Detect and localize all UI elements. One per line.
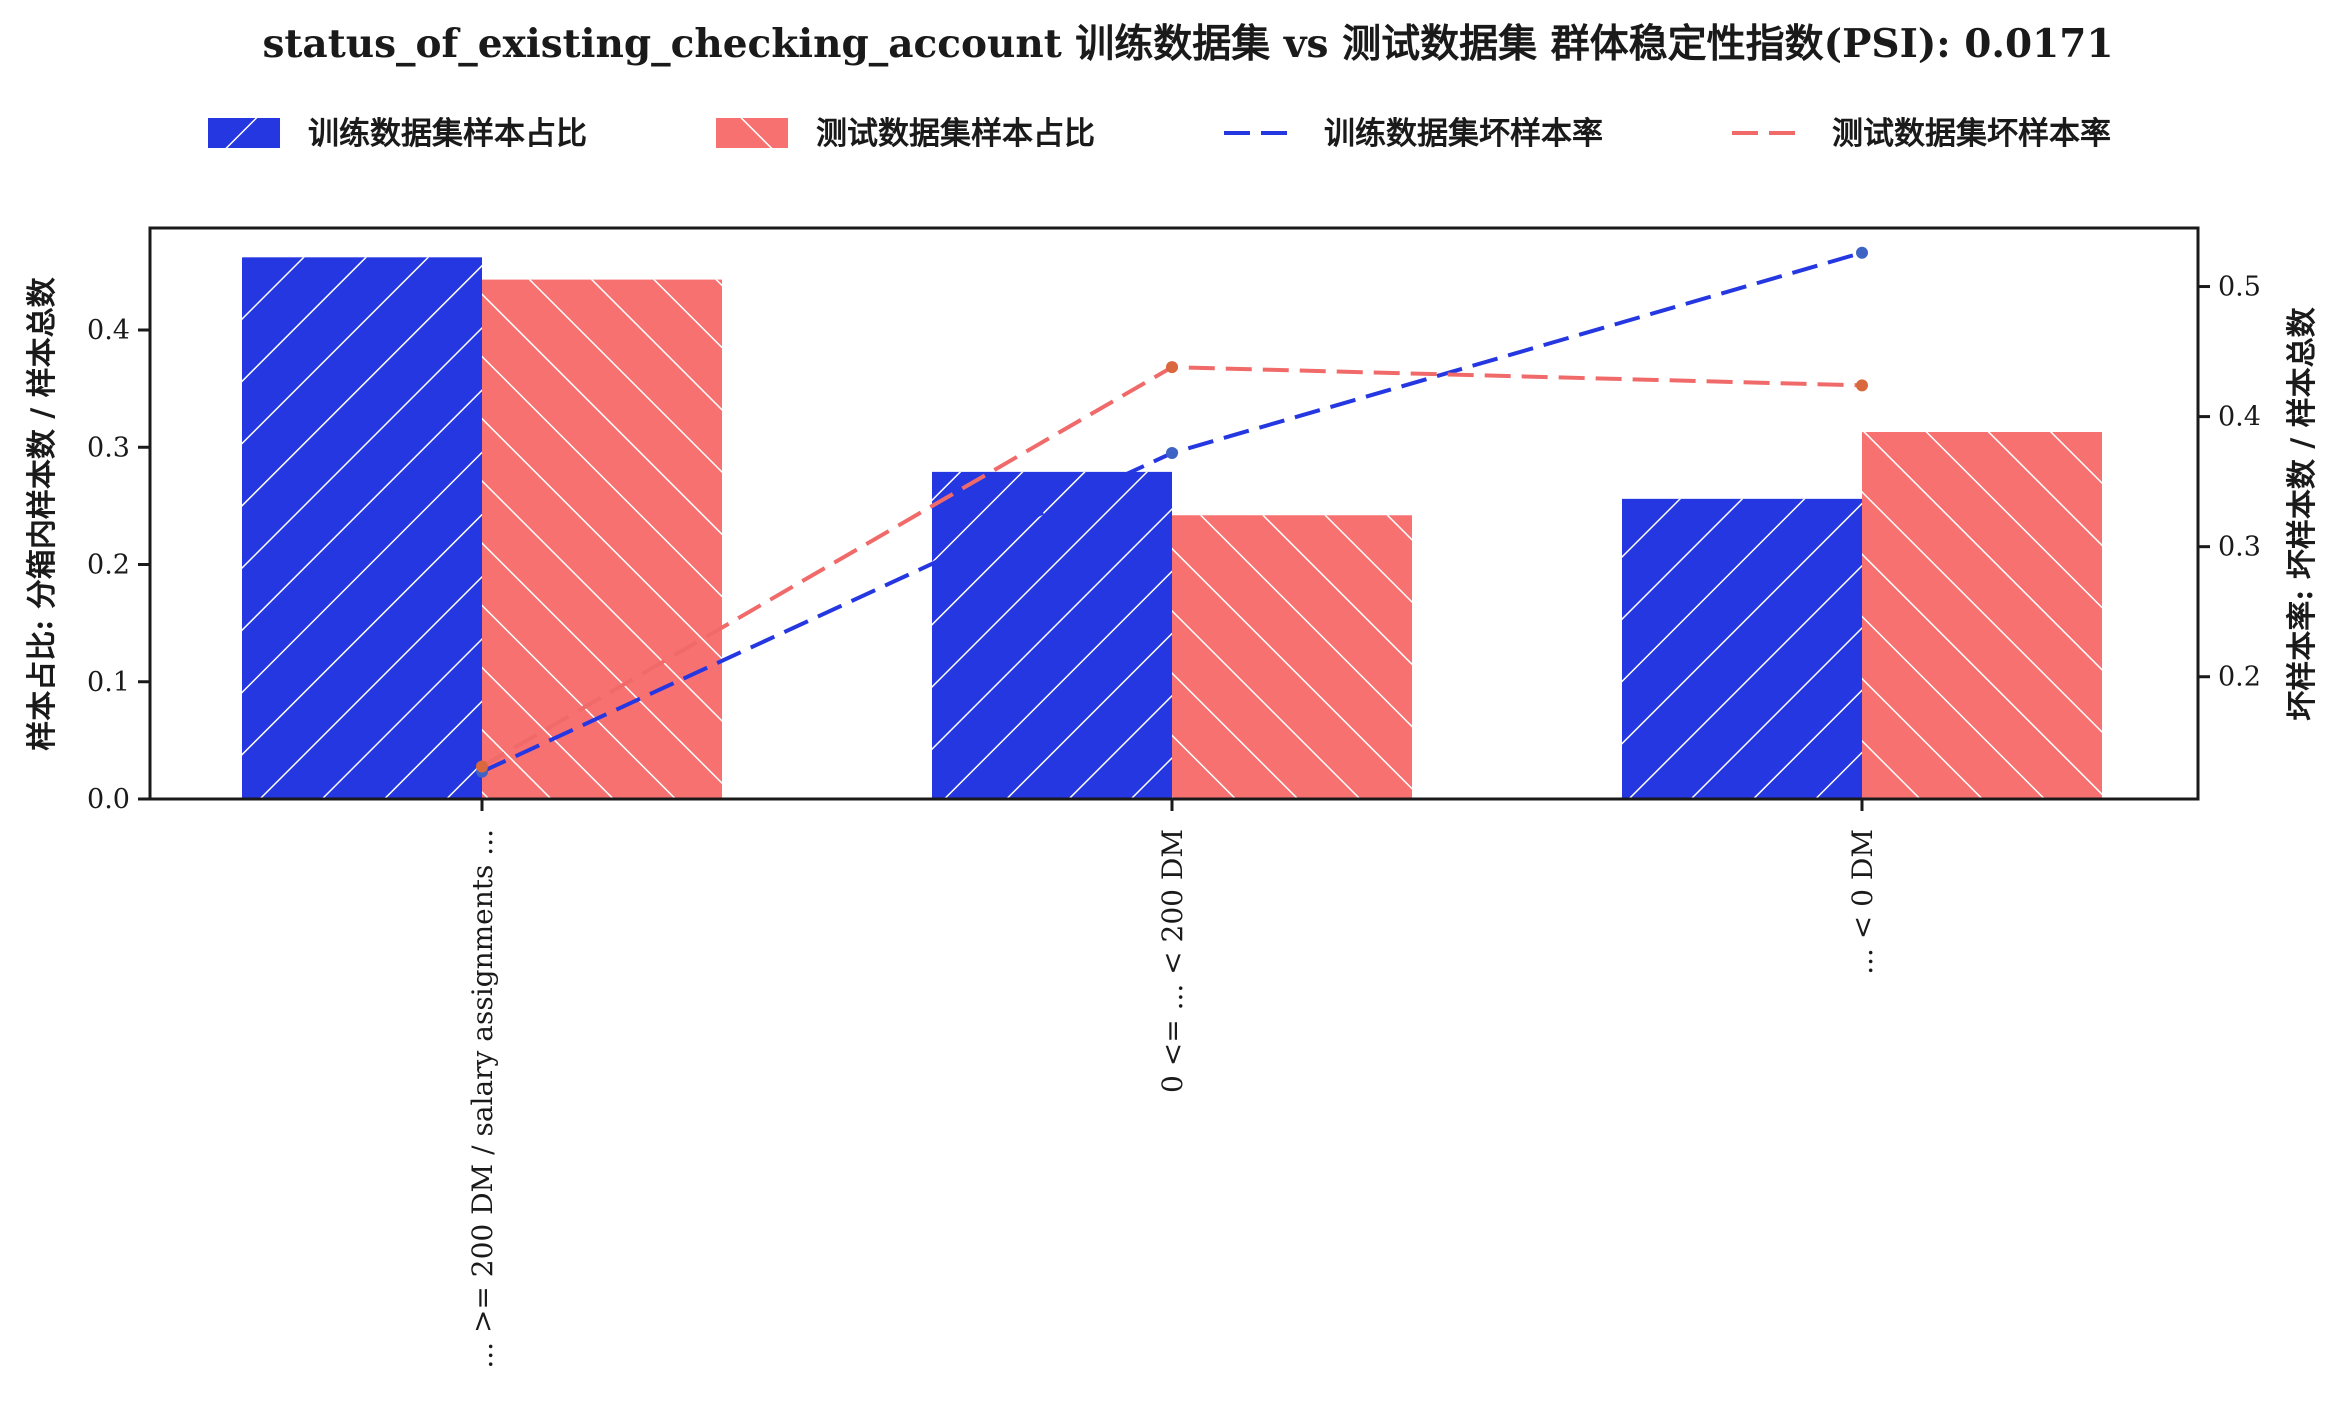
point-test-0 — [476, 760, 488, 773]
left-tick-label-4: 0.4 — [87, 315, 130, 346]
left-tick-label-0: 0.0 — [87, 784, 130, 815]
right-tick-label-0: 0.2 — [2218, 662, 2261, 693]
point-train-1 — [1166, 447, 1178, 460]
point-test-1 — [1166, 361, 1178, 374]
x-tick-label-2: ... < 0 DM — [1846, 829, 1879, 975]
point-test-2 — [1856, 379, 1868, 392]
bar-hatch-train-0 — [242, 257, 482, 799]
bar-hatch-test-2 — [1862, 432, 2102, 799]
right-tick-label-1: 0.3 — [2218, 532, 2261, 563]
bar-hatch-test-1 — [1172, 515, 1412, 799]
left-tick-label-2: 0.2 — [87, 550, 130, 581]
point-train-2 — [1856, 246, 1868, 259]
bar-hatch-test-0 — [482, 279, 722, 799]
legend-label-test-ratio: 测试数据集样本占比 — [816, 116, 1095, 152]
lines-layer — [476, 246, 1868, 778]
left-tick-label-1: 0.1 — [87, 667, 130, 698]
y-axis-right-label: 坏样本率: 坏样本数 / 样本总数 — [2285, 306, 2320, 720]
legend-swatch-hatch-train-ratio — [208, 118, 280, 148]
bar-hatch-train-2 — [1622, 498, 1862, 799]
right-tick-label-2: 0.4 — [2218, 402, 2261, 433]
left-axis: 0.0 0.1 0.2 0.3 0.4 — [87, 315, 150, 815]
bar-hatch-train-1 — [932, 471, 1172, 799]
bars-layer — [242, 257, 2102, 799]
legend-label-test-bad-rate: 测试数据集坏样本率 — [1832, 116, 2111, 152]
legend-swatch-hatch-test-ratio — [716, 118, 788, 148]
right-tick-label-3: 0.5 — [2218, 272, 2261, 303]
right-axis: 0.2 0.3 0.4 0.5 — [2198, 272, 2261, 693]
chart-title: status_of_existing_checking_account 训练数据… — [262, 21, 2113, 67]
y-axis-label: 样本占比: 分箱内样本数 / 样本总数 — [25, 276, 60, 750]
left-tick-label-3: 0.3 — [87, 432, 130, 463]
x-tick-label-1: 0 <= ... < 200 DM — [1156, 829, 1189, 1093]
legend-label-train-bad-rate: 训练数据集坏样本率 — [1324, 116, 1603, 152]
x-tick-label-0: ... >= 200 DM / salary assignments ... — [466, 829, 499, 1369]
legend: 训练数据集样本占比 测试数据集样本占比 训练数据集坏样本率 测试数据集坏样本率 — [208, 116, 2111, 152]
plot-frame — [148, 226, 2200, 801]
x-axis: ... >= 200 DM / salary assignments ... 0 … — [466, 799, 1879, 1369]
legend-label-train-ratio: 训练数据集样本占比 — [308, 116, 587, 152]
